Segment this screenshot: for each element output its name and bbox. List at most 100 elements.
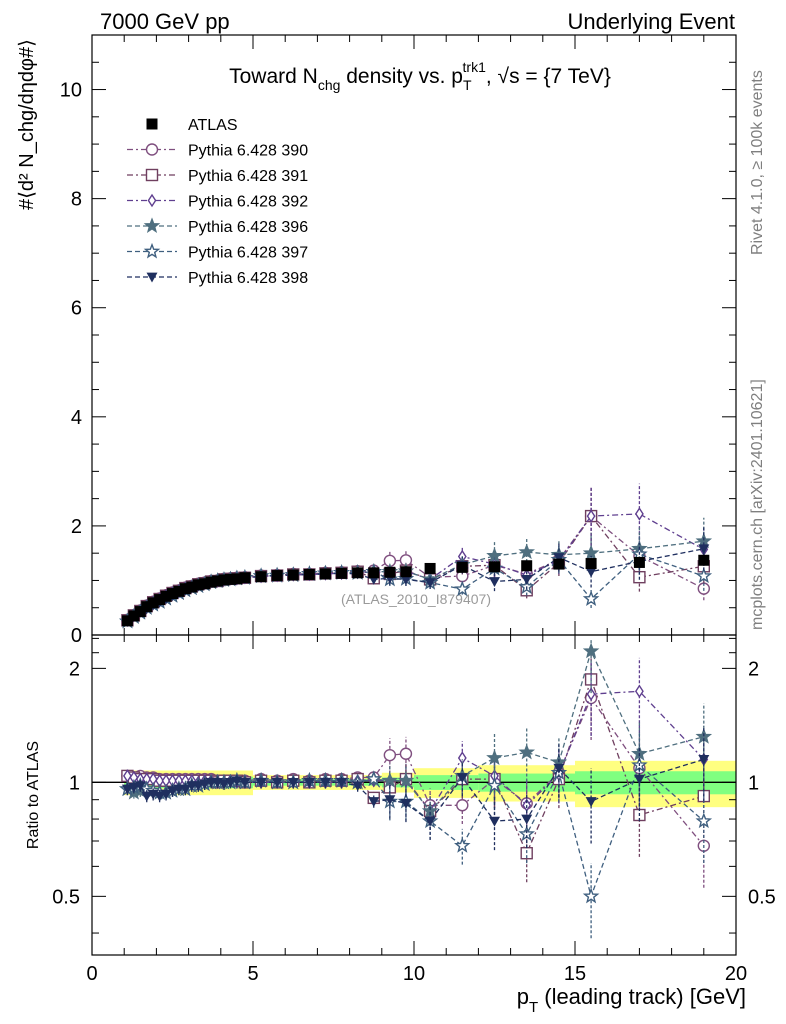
- ratio-point-s398: [424, 816, 436, 827]
- title-mid: density vs. p: [340, 65, 463, 88]
- ratio-point-s398: [255, 777, 267, 788]
- ratio-point-s396: [582, 642, 600, 659]
- ratio-point-s398: [303, 777, 315, 788]
- x-tick-label: 10: [403, 963, 425, 985]
- main-panel: 0 2 4 6 8 10 #⟨d² N_chg/dηdφ#⟩ Toward Nchg de…: [16, 34, 737, 647]
- point-s398: [400, 574, 412, 585]
- point-atlas: [336, 567, 348, 579]
- ratio-point-s396: [486, 749, 503, 766]
- point-atlas: [698, 554, 710, 566]
- ratio-point-s398: [199, 779, 211, 790]
- ratio-point-s398: [231, 776, 243, 787]
- point-atlas: [205, 576, 217, 588]
- ratio-y-tick-label-right: 2: [748, 658, 759, 680]
- legend-label-s396: Pythia 6.428 396: [188, 219, 308, 236]
- ratio-point-s398: [192, 781, 204, 792]
- ratio-ticks: [91, 635, 737, 955]
- x-axis-label-sub: T: [529, 999, 538, 1016]
- point-atlas: [218, 574, 230, 586]
- point-atlas: [147, 597, 159, 609]
- ratio-point-s398: [218, 779, 230, 790]
- point-s397: [518, 578, 535, 595]
- point-atlas: [173, 585, 185, 597]
- point-atlas: [633, 556, 645, 568]
- ratio-y-tick-label: 0.5: [52, 886, 80, 908]
- point-atlas: [134, 606, 146, 618]
- main-y-tick-label: 4: [71, 407, 82, 429]
- ratio-series-s392: [123, 657, 709, 835]
- legend-marker-s391: [145, 168, 159, 182]
- point-atlas: [352, 567, 364, 579]
- legend-marker-s398: [146, 272, 158, 283]
- point-atlas: [368, 567, 380, 579]
- point-s398: [489, 577, 500, 588]
- point-atlas: [154, 594, 166, 606]
- series-s396: [119, 517, 713, 629]
- main-ticks: [91, 34, 737, 636]
- point-s397: [454, 580, 471, 597]
- legend-label-atlas: ATLAS: [188, 117, 238, 134]
- x-tick-label: 15: [564, 963, 586, 985]
- ratio-point-s390: [399, 747, 413, 760]
- ratio-point-s398: [585, 797, 597, 808]
- ratio-point-s397: [695, 812, 713, 829]
- point-atlas: [384, 566, 396, 578]
- legend-marker-s392: [147, 193, 157, 208]
- point-atlas: [303, 568, 315, 580]
- title-pre: Toward N: [229, 65, 318, 88]
- ratio-point-s398: [128, 782, 140, 793]
- x-tick-label: 20: [725, 963, 747, 985]
- ratio-point-s397: [582, 887, 600, 904]
- point-s397: [582, 590, 600, 607]
- ratio-y-tick-labels: 0.5 0.5 1 1 2 2: [52, 658, 776, 908]
- main-y-tick-labels: 0 2 4 6 8 10: [60, 80, 82, 647]
- point-atlas: [424, 562, 436, 574]
- point-atlas: [456, 561, 468, 573]
- main-y-tick-label: 6: [71, 298, 82, 320]
- point-atlas: [287, 569, 299, 581]
- main-y-tick-label: 10: [60, 80, 82, 102]
- ratio-point-s398: [489, 816, 500, 827]
- legend-label-s398: Pythia 6.428 398: [188, 270, 308, 287]
- ratio-point-s398: [167, 786, 178, 797]
- ratio-point-s397: [365, 770, 382, 787]
- x-axis-label: pT (leading track) [GeV]: [517, 984, 746, 1016]
- ratio-point-s398: [384, 795, 396, 806]
- watermark: (ATLAS_2010_I879407): [341, 591, 491, 607]
- ratio-point-s397: [454, 837, 471, 853]
- ratio-point-s396: [397, 772, 415, 788]
- point-s398: [521, 574, 533, 585]
- ratio-point-s396: [518, 743, 536, 760]
- point-atlas: [271, 570, 283, 582]
- legend: ATLAS Pythia 6.428 390 Pythia 6.428 391 Pyt…: [127, 117, 308, 287]
- ratio-point-s398: [400, 798, 412, 809]
- point-s392: [586, 509, 596, 523]
- main-y-tick-label: 8: [71, 189, 82, 211]
- point-atlas: [179, 583, 191, 595]
- title-sub1: chg: [318, 77, 341, 93]
- ratio-point-s398: [271, 777, 283, 788]
- ratio-point-s398: [456, 773, 468, 783]
- point-atlas: [231, 573, 243, 585]
- ratio-point-s398: [352, 781, 364, 792]
- legend-label-s392: Pythia 6.428 392: [188, 194, 308, 211]
- point-s398: [424, 578, 436, 589]
- ratio-series-s398: [121, 726, 710, 851]
- title-post: , √s = {7 TeV}: [486, 65, 611, 88]
- ratio-point-s398: [224, 777, 236, 788]
- legend-label-s390: Pythia 6.428 390: [188, 143, 308, 160]
- series-line-s397: [127, 553, 705, 622]
- ratio-point-s398: [160, 789, 172, 800]
- legend-label-s397: Pythia 6.428 397: [188, 245, 308, 262]
- point-s396: [518, 543, 535, 560]
- ratio-point-s398: [368, 797, 380, 808]
- x-tick-label: 0: [86, 963, 97, 985]
- point-atlas: [585, 558, 597, 570]
- point-atlas: [192, 579, 204, 591]
- ratio-point-s390: [383, 748, 397, 762]
- point-atlas: [400, 566, 412, 578]
- point-atlas: [160, 590, 172, 602]
- header-right: Underlying Event: [567, 9, 735, 34]
- ratio-point-s398: [141, 791, 153, 802]
